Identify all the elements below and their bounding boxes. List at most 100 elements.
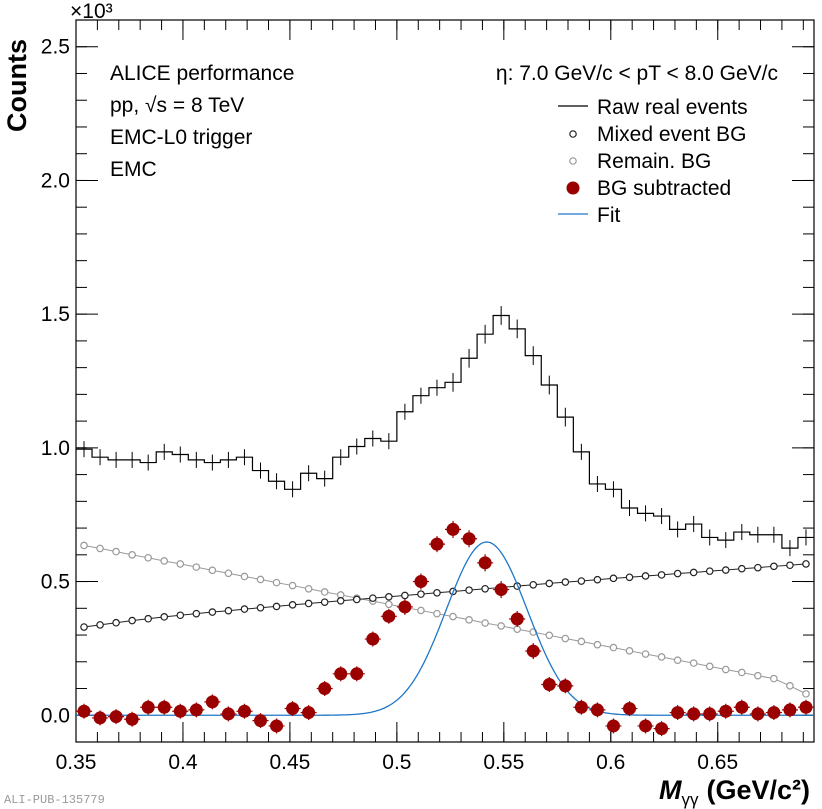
mixed-bg-point: [352, 595, 361, 604]
series-mixed-bg: [80, 560, 810, 631]
mixed-bg-point: [545, 579, 554, 588]
mixed-bg-line: [83, 563, 807, 628]
x-axis-title-unit: (GeV/c²): [706, 775, 810, 805]
remain-bg-point: [288, 581, 297, 590]
mixed-bg-point: [673, 569, 682, 578]
x-axis-title-sub: γγ: [681, 790, 699, 809]
bg-subtracted-point: [254, 714, 267, 728]
y-tick-label: 0.0: [41, 704, 70, 727]
legend: Raw real events Mixed event BG Remain. B…: [558, 96, 748, 227]
bg-subtracted-point: [735, 700, 749, 714]
remain-bg-point: [641, 650, 650, 658]
info-line-4: EMC: [110, 158, 157, 181]
bg-subtracted-point: [799, 700, 813, 714]
mixed-bg-point: [128, 616, 136, 625]
y-multiplier: ×10³: [70, 0, 113, 23]
x-tick-label: 0.4: [168, 751, 198, 774]
y-tick-label: 1.0: [41, 437, 70, 460]
remain-bg-point: [240, 572, 249, 581]
mixed-bg-point: [577, 577, 586, 585]
y-tick-label: 2.5: [41, 36, 70, 59]
bg-subtracted-point: [542, 678, 556, 692]
bg-subtracted-point: [526, 644, 540, 658]
mixed-bg-point: [561, 578, 570, 586]
x-tick-label: 0.45: [269, 751, 310, 774]
y-axis-title: Counts: [2, 39, 32, 132]
fit-curve: [76, 541, 814, 716]
remain-bg-point: [481, 619, 489, 627]
remain-bg-point: [754, 671, 762, 680]
mixed-bg-point: [192, 609, 201, 618]
mixed-bg-point: [705, 567, 714, 575]
remain-bg-point: [160, 557, 169, 565]
legend-fit-label: Fit: [597, 204, 620, 227]
mixed-bg-point: [481, 584, 489, 593]
mixed-bg-point: [770, 562, 778, 571]
legend-remain-label: Remain. BG: [597, 150, 711, 173]
remain-bg-line: [83, 544, 807, 695]
remain-bg-point: [192, 563, 201, 571]
remain-bg-point: [561, 634, 570, 643]
remain-bg-point: [417, 606, 425, 615]
bg-subtracted-point: [590, 703, 604, 717]
bg-subtracted-point: [237, 704, 251, 718]
mixed-bg-point: [401, 591, 409, 600]
mixed-bg-point: [369, 594, 377, 602]
mixed-bg-point: [288, 601, 297, 609]
remain-bg-point: [465, 615, 473, 624]
remain-bg-point: [705, 662, 714, 671]
legend-raw-label: Raw real events: [597, 96, 748, 119]
info-line-3: EMC-L0 trigger: [110, 126, 252, 149]
bg-subtracted-point: [286, 702, 300, 716]
mixed-bg-point: [802, 560, 810, 568]
remain-bg-point: [497, 622, 505, 630]
mixed-bg-point: [738, 564, 746, 573]
remain-bg-point: [433, 609, 441, 618]
legend-bgsub-label: BG subtracted: [597, 177, 731, 200]
remain-bg-point: [721, 665, 730, 674]
remain-bg-point: [112, 547, 120, 556]
series-bg-subtracted: [76, 520, 814, 737]
mixed-bg-point: [112, 618, 120, 627]
bg-subtracted-point: [574, 700, 588, 714]
series-raw-real: [76, 306, 814, 557]
mixed-bg-point: [256, 603, 265, 612]
mixed-bg-point: [721, 566, 730, 574]
bg-subtracted-point: [558, 679, 572, 693]
x-tick-label: 0.35: [56, 751, 97, 774]
mixed-bg-point: [320, 598, 329, 606]
x-tick-label: 0.65: [697, 751, 738, 774]
remain-bg-point: [144, 553, 152, 562]
bg-subtracted-point: [302, 706, 316, 720]
remain-bg-point: [545, 631, 554, 640]
info-block: ALICE performance pp, √s = 8 TeV EMC-L0 …: [110, 62, 294, 181]
info-line-2: pp, √s = 8 TeV: [110, 94, 244, 117]
mixed-bg-point: [433, 588, 441, 597]
remain-bg-point: [96, 544, 104, 553]
remain-bg-point: [304, 584, 313, 593]
bg-subtracted-point: [751, 707, 765, 721]
bg-subtracted-point: [510, 612, 524, 626]
info-line-1: ALICE performance: [110, 62, 294, 85]
bg-subtracted-point: [462, 532, 476, 546]
remain-bg-point: [593, 640, 602, 649]
bg-subtracted-point: [270, 719, 284, 733]
mixed-bg-point: [689, 568, 698, 577]
y-tick-label: 1.5: [41, 303, 70, 326]
mixed-bg-point: [593, 575, 602, 584]
bg-subtracted-point: [382, 609, 396, 623]
kinematic-label: η: 7.0 GeV/c < pT < 8.0 GeV/c: [496, 62, 778, 85]
bg-subtracted-point: [494, 583, 508, 597]
mixed-bg-point: [641, 572, 650, 580]
remain-bg-point: [128, 551, 136, 559]
bg-subtracted-point: [350, 667, 364, 681]
bg-subtracted-point: [318, 682, 332, 696]
bg-subtracted-point: [430, 537, 444, 551]
bg-subtracted-point: [414, 575, 428, 589]
bg-subtracted-point: [77, 704, 91, 718]
remain-bg-point: [320, 588, 329, 596]
remain-bg-point: [577, 637, 586, 646]
mixed-bg-point: [657, 571, 666, 579]
remain-bg-point: [208, 566, 217, 575]
